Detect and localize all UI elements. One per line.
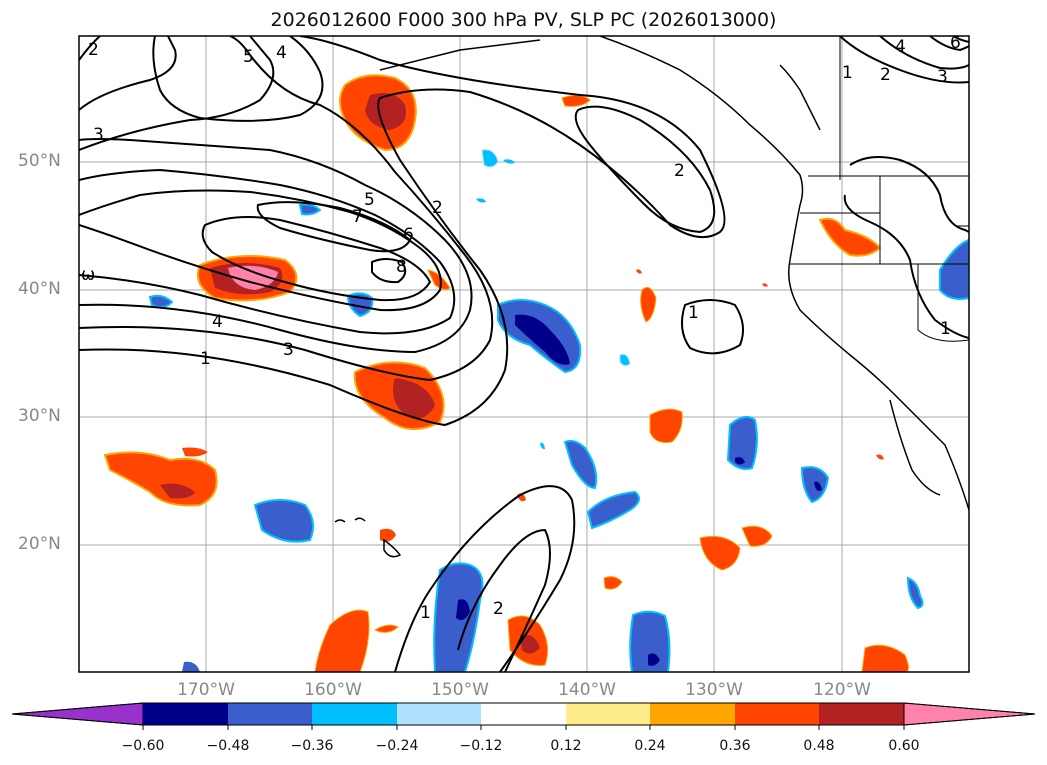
contour-label: 2 <box>880 65 891 85</box>
contour-label: 5 <box>243 47 254 67</box>
contour-label: 1 <box>688 303 699 323</box>
contour-label: 4 <box>276 43 287 63</box>
colorbar-tick-label: −0.36 <box>290 738 334 754</box>
lon-label: 150°W <box>431 680 489 700</box>
contour-label: 3 <box>93 125 104 145</box>
lat-label: 40°N <box>18 279 61 299</box>
colorbar-segment <box>481 703 566 725</box>
contour-label: 6 <box>403 225 414 245</box>
colorbar-segment <box>650 703 735 725</box>
colorbar-tick-label: 0.36 <box>719 738 751 754</box>
colorbar-segment <box>735 703 819 725</box>
colorbar-tick-label: 0.12 <box>550 738 582 754</box>
colorbar-extend-high <box>903 702 1036 726</box>
colorbar-tick-label: 0.60 <box>888 738 920 754</box>
lon-label: 160°W <box>304 680 362 700</box>
colorbar-segment <box>228 703 312 725</box>
colorbar-segment <box>143 703 228 725</box>
contour-label: 2 <box>88 40 99 60</box>
lat-label: 30°N <box>18 406 61 426</box>
lon-label: 120°W <box>813 680 871 700</box>
map-title: 2026012600 F000 300 hPa PV, SLP PC (2026… <box>270 9 777 31</box>
colorbar-tick-label: −0.60 <box>121 738 165 754</box>
contour-label: 2 <box>674 161 685 181</box>
colorbar-segment <box>397 703 481 725</box>
map-plot-area <box>79 36 969 672</box>
graticule <box>79 36 969 672</box>
contour-label: 6 <box>950 33 961 53</box>
colorbar-segment <box>312 703 397 725</box>
map-frame <box>78 35 970 673</box>
contour-label: 2 <box>432 198 443 218</box>
colorbar-segment <box>566 703 650 725</box>
pv-negative-anomalies <box>148 149 969 672</box>
colorbar-tick-label: −0.12 <box>459 738 503 754</box>
lon-label: 130°W <box>685 680 743 700</box>
contour-label: 1 <box>200 349 211 369</box>
colorbar-tick-label: −0.24 <box>375 738 419 754</box>
contour-label: 3 <box>283 340 294 360</box>
contour-label: ω <box>81 265 95 285</box>
lat-label: 20°N <box>18 534 61 554</box>
coastlines <box>334 36 969 558</box>
contour-label: 7 <box>352 207 363 227</box>
colorbar-tick-label: 0.48 <box>803 738 835 754</box>
state-borders <box>790 36 969 342</box>
colorbar <box>11 702 1036 730</box>
slp-contours <box>79 36 969 672</box>
colorbar-tick-label: −0.48 <box>206 738 250 754</box>
contour-label: 4 <box>895 37 906 57</box>
contour-label: 4 <box>212 312 223 332</box>
colorbar-extend-low <box>11 702 144 726</box>
contour-label: 1 <box>940 319 951 339</box>
colorbar-segment <box>819 703 904 725</box>
contour-label: 5 <box>364 190 375 210</box>
lon-label: 140°W <box>558 680 616 700</box>
contour-label: 8 <box>396 257 407 277</box>
contour-label: 1 <box>842 63 853 83</box>
contour-label: 2 <box>493 599 504 619</box>
contour-label: 1 <box>420 603 431 623</box>
contour-label: 3 <box>937 67 948 87</box>
lon-label: 170°W <box>177 680 235 700</box>
lat-label: 50°N <box>18 151 61 171</box>
colorbar-tick-label: 0.24 <box>634 738 666 754</box>
pv-positive-anomalies <box>103 74 909 672</box>
contour-labels: 2 5 4 3 5 2 7 6 8 4 3 1 2 2 1 1 2 3 4 6 … <box>81 33 961 623</box>
